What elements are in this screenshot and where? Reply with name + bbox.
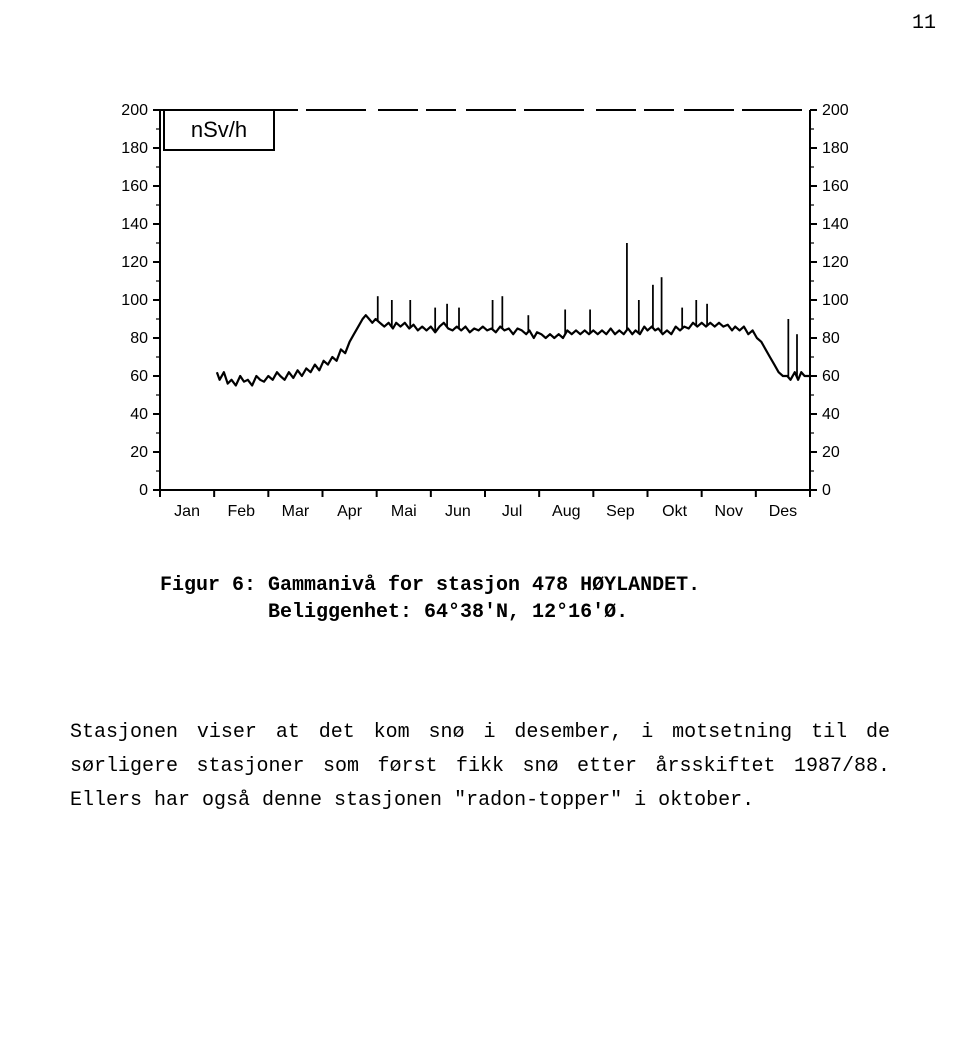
x-tick-label: Apr: [337, 503, 363, 520]
y-tick-right: 80: [822, 330, 840, 347]
y-tick-left: 0: [139, 482, 148, 499]
y-tick-left: 20: [130, 444, 148, 461]
y-tick-left: 100: [121, 292, 148, 309]
x-tick-label: Mar: [282, 503, 310, 520]
y-tick-left: 60: [130, 368, 148, 385]
y-tick-right: 60: [822, 368, 840, 385]
y-tick-left: 140: [121, 216, 148, 233]
y-tick-left: 80: [130, 330, 148, 347]
unit-label: nSv/h: [191, 117, 247, 142]
caption-line-1: Figur 6: Gammanivå for stasjon 478 HØYLA…: [160, 572, 800, 599]
x-tick-label: Sep: [606, 503, 635, 520]
y-tick-left: 180: [121, 140, 148, 157]
x-tick-label: Des: [769, 503, 797, 520]
y-tick-right: 100: [822, 292, 849, 309]
y-tick-left: 120: [121, 254, 148, 271]
y-tick-right: 200: [822, 102, 849, 119]
x-tick-label: Mai: [391, 503, 417, 520]
x-tick-label: Jul: [502, 503, 522, 520]
y-tick-right: 0: [822, 482, 831, 499]
figure-caption: Figur 6: Gammanivå for stasjon 478 HØYLA…: [160, 572, 800, 626]
y-tick-left: 200: [121, 102, 148, 119]
y-tick-left: 160: [121, 178, 148, 195]
x-tick-label: Jun: [445, 503, 471, 520]
y-tick-right: 20: [822, 444, 840, 461]
x-tick-label: Okt: [662, 503, 687, 520]
x-tick-label: Feb: [227, 503, 255, 520]
body-paragraph: Stasjonen viser at det kom snø i desembe…: [70, 716, 890, 818]
gamma-chart: 2001801601401201008060402002001801601401…: [90, 90, 870, 550]
y-tick-right: 140: [822, 216, 849, 233]
page-number: 11: [912, 12, 936, 35]
x-tick-label: Aug: [552, 503, 580, 520]
x-tick-label: Jan: [174, 503, 200, 520]
y-tick-right: 180: [822, 140, 849, 157]
y-tick-right: 120: [822, 254, 849, 271]
y-tick-right: 160: [822, 178, 849, 195]
y-tick-left: 40: [130, 406, 148, 423]
caption-line-2: Beliggenhet: 64°38'N, 12°16'Ø.: [160, 599, 800, 626]
data-series-line: [217, 315, 810, 385]
y-tick-right: 40: [822, 406, 840, 423]
x-tick-label: Nov: [715, 503, 743, 520]
